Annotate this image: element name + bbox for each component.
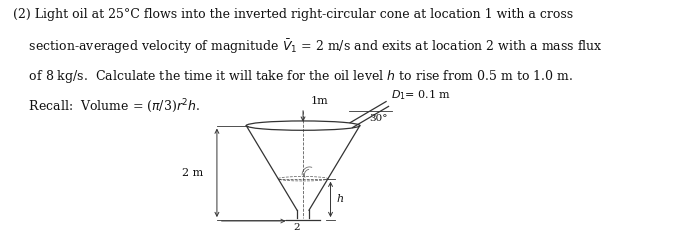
- Text: $D_1$= 0.1 m: $D_1$= 0.1 m: [391, 88, 452, 102]
- Text: section-averaged velocity of magnitude $\bar{V}_1$ = 2 m/s and exits at location: section-averaged velocity of magnitude $…: [13, 38, 602, 56]
- Text: 30°: 30°: [369, 114, 387, 123]
- Text: 2: 2: [293, 223, 300, 232]
- Text: Recall:  Volume = ($\pi$/3)$r^2h$.: Recall: Volume = ($\pi$/3)$r^2h$.: [13, 98, 200, 115]
- Text: of 8 kg/s.  Calculate the time it will take for the oil level $h$ to rise from 0: of 8 kg/s. Calculate the time it will ta…: [13, 68, 573, 85]
- Text: 2 m: 2 m: [182, 168, 203, 178]
- Text: 1m: 1m: [310, 96, 328, 106]
- Text: h: h: [337, 194, 344, 204]
- Text: (2) Light oil at 25°C flows into the inverted right-circular cone at location 1 : (2) Light oil at 25°C flows into the inv…: [13, 8, 573, 21]
